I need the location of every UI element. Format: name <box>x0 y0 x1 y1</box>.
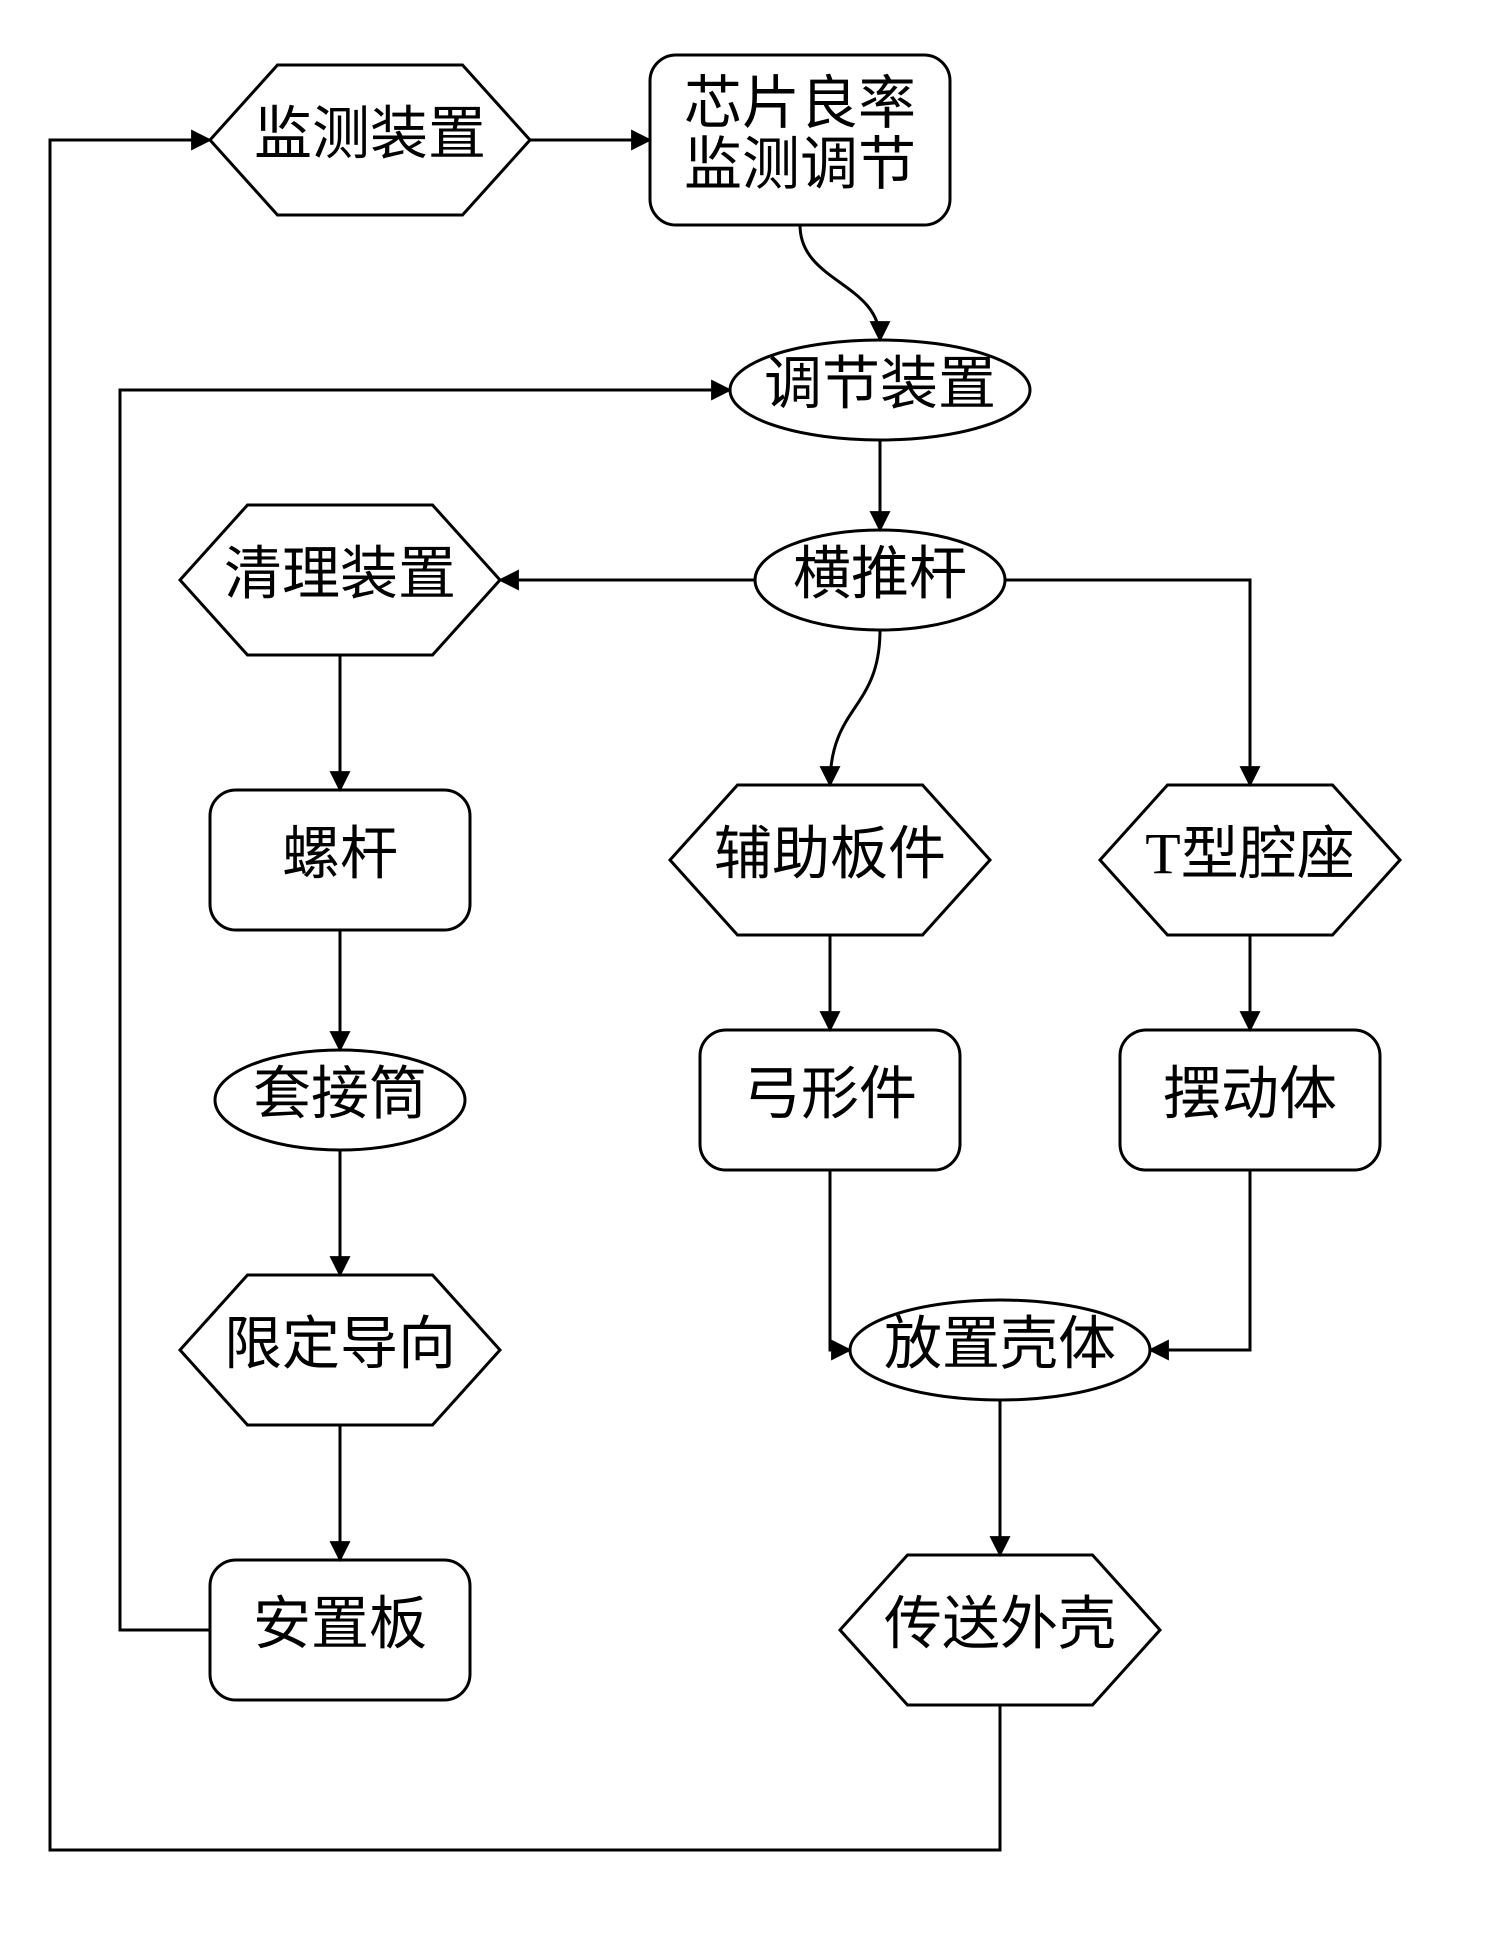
edge <box>800 225 880 340</box>
node-monitor_device: 监测装置 <box>254 101 486 166</box>
edge <box>830 1170 850 1350</box>
node-label-set_board: 安置板 <box>253 1591 427 1656</box>
node-push_rod: 横推杆 <box>793 541 967 606</box>
node-set_board: 安置板 <box>253 1591 427 1656</box>
node-label-adjust_device: 调节装置 <box>764 351 996 416</box>
node-bow_part: 弓形件 <box>743 1061 917 1126</box>
node-aux_board: 辅助板件 <box>714 821 946 886</box>
node-clean_device: 清理装置 <box>224 541 456 606</box>
node-guide: 限定导向 <box>224 1311 456 1376</box>
node-label-yield_adjust: 监测调节 <box>684 132 916 197</box>
node-sleeve: 套接筒 <box>253 1061 427 1126</box>
node-convey_shell: 传送外壳 <box>884 1591 1116 1656</box>
node-label-monitor_device: 监测装置 <box>254 101 486 166</box>
node-label-clean_device: 清理装置 <box>224 541 456 606</box>
flowchart-canvas: 监测装置 芯片良率监测调节调节装置横推杆 清理装置螺杆 辅助板件 T型腔座套接筒 弓形件 摆… <box>0 0 1486 1947</box>
node-label-bow_part: 弓形件 <box>743 1061 917 1126</box>
node-yield_adjust: 芯片良率监测调节 <box>684 71 916 197</box>
node-screw: 螺杆 <box>282 821 398 886</box>
edge <box>830 630 880 785</box>
node-label-swing_body: 摆动体 <box>1163 1061 1337 1126</box>
node-label-screw: 螺杆 <box>282 821 398 886</box>
node-label-place_shell: 放置壳体 <box>884 1311 1116 1376</box>
node-label-t_cavity: T型腔座 <box>1145 821 1354 886</box>
node-adjust_device: 调节装置 <box>764 351 996 416</box>
edge <box>1005 580 1250 785</box>
node-label-yield_adjust: 芯片良率 <box>684 71 916 136</box>
node-label-sleeve: 套接筒 <box>253 1061 427 1126</box>
node-t_cavity: T型腔座 <box>1145 821 1354 886</box>
node-label-aux_board: 辅助板件 <box>714 821 946 886</box>
edge <box>1150 1170 1250 1350</box>
node-label-push_rod: 横推杆 <box>793 541 967 606</box>
node-place_shell: 放置壳体 <box>884 1311 1116 1376</box>
node-label-guide: 限定导向 <box>224 1311 456 1376</box>
node-label-convey_shell: 传送外壳 <box>884 1591 1116 1656</box>
node-swing_body: 摆动体 <box>1163 1061 1337 1126</box>
